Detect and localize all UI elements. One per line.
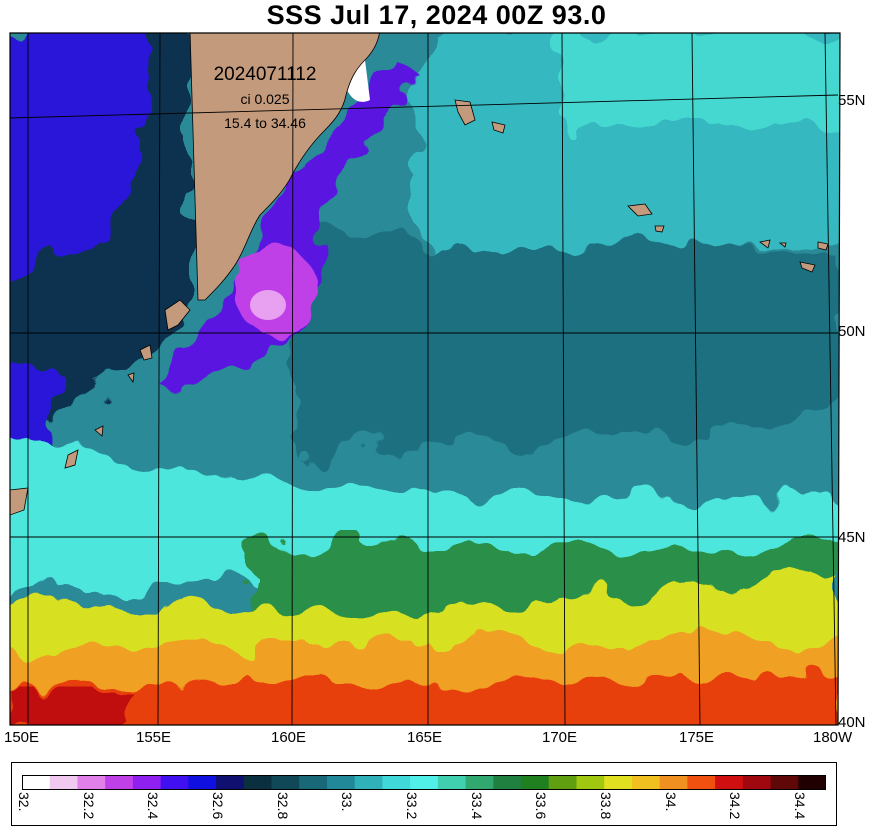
lon-label-170e: 170E (542, 729, 578, 746)
colorbar-swatch (326, 775, 356, 790)
colorbar-swatch (299, 775, 328, 790)
colorbar-tick-label: 34.4 (792, 792, 808, 820)
colorbar-swatch (410, 775, 439, 790)
colorbar-swatch (770, 775, 799, 790)
colorbar-swatch (576, 775, 605, 790)
colorbar-swatch (548, 775, 578, 790)
map-title: SSS Jul 17, 2024 00Z 93.0 (266, 0, 607, 30)
colorbar-swatch (271, 775, 300, 790)
colorbar-swatch (354, 775, 384, 790)
colorbar-swatch (132, 775, 162, 790)
colorbar-swatch (160, 775, 189, 790)
colorbar-swatch (493, 775, 522, 790)
lon-label-150e: 150E (4, 729, 40, 746)
lon-label-165e: 165E (407, 729, 443, 746)
lat-label-40n: 40N (838, 714, 866, 731)
colorbar-swatch (437, 775, 467, 790)
lon-label-180w: 180W (813, 729, 853, 746)
range-annotation: 15.4 to 34.46 (224, 115, 306, 131)
colorbar-tick-label: 34. (662, 792, 679, 812)
colorbar-tick-label: 33. (339, 792, 356, 812)
colorbar-tick-label: 33.6 (533, 792, 550, 820)
lon-label-160e: 160E (271, 729, 307, 746)
colorbar-tick-label: 33.8 (598, 792, 614, 820)
colorbar-swatch (659, 775, 688, 790)
colorbar-swatch (687, 775, 716, 790)
colorbar-tick-label: 32.2 (80, 792, 97, 820)
kamchatka-land (189, 33, 381, 301)
graticule (10, 33, 839, 725)
colorbar-swatch (216, 775, 245, 790)
colorbar-tick-label: 32.8 (274, 792, 291, 820)
lat-label-50n: 50N (838, 323, 866, 340)
colorbar-swatch (105, 775, 134, 790)
colorbar-swatch (521, 775, 550, 790)
colorbar-swatch (382, 775, 411, 790)
colorbar-tick-label: 32.4 (145, 792, 162, 820)
lat-label-45n: 45N (838, 529, 866, 546)
colorbar-tick-label: 32.6 (210, 792, 226, 820)
colorbar-swatch (631, 775, 661, 790)
colorbar-tick-label: 33.4 (468, 792, 485, 820)
colorbar (22, 775, 826, 790)
salinity-map (9, 32, 841, 726)
colorbar-swatch (604, 775, 633, 790)
contour-interval-annotation: ci 0.025 (240, 91, 290, 107)
colorbar-tick-label: 32. (16, 792, 32, 812)
colorbar-swatch (465, 775, 494, 790)
colorbar-swatch (22, 775, 51, 790)
lon-label-175e: 175E (679, 729, 715, 746)
colorbar-swatch (77, 775, 106, 790)
colorbar-swatch (798, 775, 826, 790)
colorbar-swatch (243, 775, 273, 790)
date-code-annotation: 2024071112 (213, 64, 317, 85)
colorbar-swatch (188, 775, 217, 790)
lon-label-155e: 155E (136, 729, 172, 746)
colorbar-tick-label: 34.2 (727, 792, 744, 820)
salinity-field (10, 33, 840, 725)
islands (10, 99, 829, 516)
colorbar-swatch (49, 775, 79, 790)
lat-label-55n: 55N (838, 92, 866, 109)
colorbar-swatch (715, 775, 744, 790)
colorbar-swatch (742, 775, 772, 790)
colorbar-tick-label: 33.2 (404, 792, 420, 820)
colorbar-frame (11, 762, 837, 826)
